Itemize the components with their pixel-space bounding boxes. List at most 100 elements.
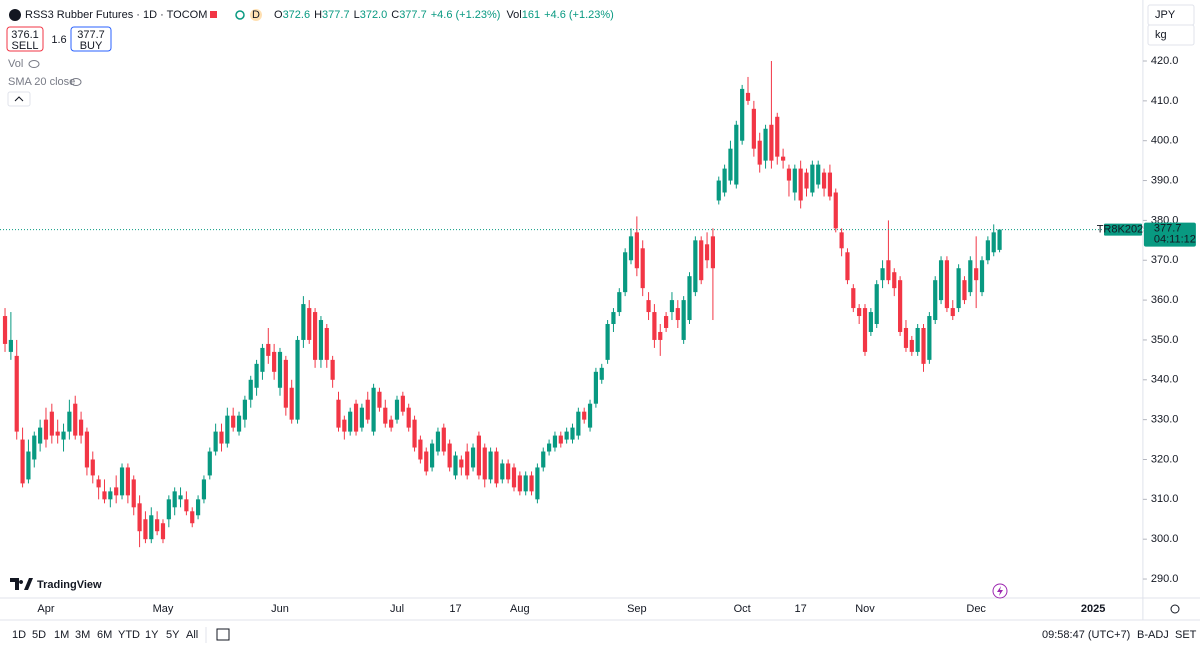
change: +4.6 (+1.23%) [431, 9, 501, 21]
candle-body [353, 403, 359, 432]
candle-body [506, 463, 511, 480]
indicator-label: SMA 20 close [8, 76, 75, 88]
candle-body [938, 260, 944, 301]
candle-body [740, 88, 745, 141]
candle-body [786, 168, 792, 181]
candle-body [640, 248, 645, 289]
ohlc-key: H [314, 9, 322, 21]
visibility-icon[interactable] [28, 60, 40, 68]
candle-body [38, 427, 43, 444]
candle-body [693, 240, 698, 293]
symbol-tag-bg [1104, 223, 1142, 236]
candle-body [272, 351, 277, 372]
adjust-button[interactable]: B-ADJ [1137, 629, 1169, 641]
date-range-icon[interactable] [216, 628, 230, 641]
candle-body [225, 415, 230, 444]
candle-body [535, 467, 540, 500]
candle-body [587, 403, 593, 428]
candle-body [500, 463, 505, 480]
ohlc-value: 372.6 [283, 9, 311, 21]
y-tick-label: 400.0 [1151, 135, 1179, 147]
candle-body [459, 459, 464, 468]
x-tick-label: Jul [390, 603, 404, 615]
y-tick-label: 310.0 [1151, 493, 1179, 505]
candle-body [476, 435, 481, 476]
candle-body [710, 236, 716, 269]
candle-body [201, 479, 207, 500]
sell-label: SELL [12, 40, 39, 52]
candle-body [816, 164, 821, 185]
candle-body [312, 312, 318, 360]
candle-body [8, 339, 13, 352]
buy-button[interactable] [70, 26, 112, 52]
range-button[interactable]: All [186, 629, 198, 641]
unit: kg [1155, 29, 1167, 41]
visibility-icon[interactable] [70, 78, 82, 86]
candle-body [348, 411, 353, 432]
candle-body [242, 399, 247, 420]
candle-body [20, 439, 25, 484]
candle-body [365, 399, 370, 420]
candle-body [681, 300, 686, 340]
price-tag: 377.7 [1154, 222, 1182, 234]
range-button[interactable]: 5D [32, 629, 46, 641]
candle-body [90, 459, 95, 476]
candle-body [775, 116, 780, 157]
y-tick-label: 420.0 [1151, 55, 1179, 67]
candle-body [330, 359, 335, 380]
candle-body [114, 487, 119, 496]
x-tick-label: Nov [855, 603, 875, 615]
candle-body [523, 475, 528, 492]
collapse-icon [14, 96, 24, 102]
candle-body [798, 168, 803, 201]
candle-body [570, 427, 575, 440]
candle-body [921, 327, 926, 364]
candle-body [991, 232, 996, 253]
candle-body [722, 168, 727, 193]
candle-body [745, 92, 751, 101]
candle-body [868, 312, 873, 332]
sell-button[interactable] [6, 26, 44, 52]
range-button[interactable]: 1M [54, 629, 69, 641]
candle-body [851, 288, 856, 309]
candle-body [377, 391, 382, 408]
x-tick-label: May [153, 603, 174, 615]
lightning-icon[interactable] [992, 583, 1008, 599]
candle-body [131, 479, 136, 508]
range-button[interactable]: YTD [118, 629, 140, 641]
buy-price: 377.7 [77, 29, 105, 41]
range-button[interactable]: 3M [75, 629, 90, 641]
y-tick-label: 360.0 [1151, 294, 1179, 306]
symbol-tag: TR8K2025 [1097, 223, 1150, 235]
candle-body [669, 300, 675, 313]
range-button[interactable]: 5Y [166, 629, 180, 641]
settings-icon[interactable] [1170, 604, 1180, 614]
unit-box[interactable] [1147, 24, 1195, 46]
candle-body [903, 327, 909, 348]
badge: D [252, 9, 260, 21]
candle-body [166, 499, 171, 520]
candle-body [190, 511, 195, 524]
candle-body [412, 419, 417, 448]
range-button[interactable]: 1Y [145, 629, 159, 641]
candle-body [909, 339, 914, 352]
candle-body [149, 515, 154, 540]
ohlc-value: 377.7 [322, 9, 350, 21]
candle-body [143, 519, 148, 540]
candle-body [2, 316, 8, 344]
session-button[interactable]: SET [1175, 629, 1197, 641]
candle-body [827, 172, 833, 197]
candle-body [704, 244, 710, 261]
range-button[interactable]: 1D [12, 629, 26, 641]
candle-body [254, 363, 259, 388]
candle-body [728, 148, 733, 181]
candle-body [260, 347, 265, 372]
candle-body [804, 172, 809, 189]
candle-body [441, 427, 446, 452]
candle-body [178, 495, 183, 500]
candle-body [418, 439, 423, 460]
collapse-button[interactable] [7, 91, 31, 107]
symbol-title: RSS3 Rubber Futures · 1D · TOCOM [25, 9, 207, 21]
candle-body [494, 451, 499, 484]
range-button[interactable]: 6M [97, 629, 112, 641]
